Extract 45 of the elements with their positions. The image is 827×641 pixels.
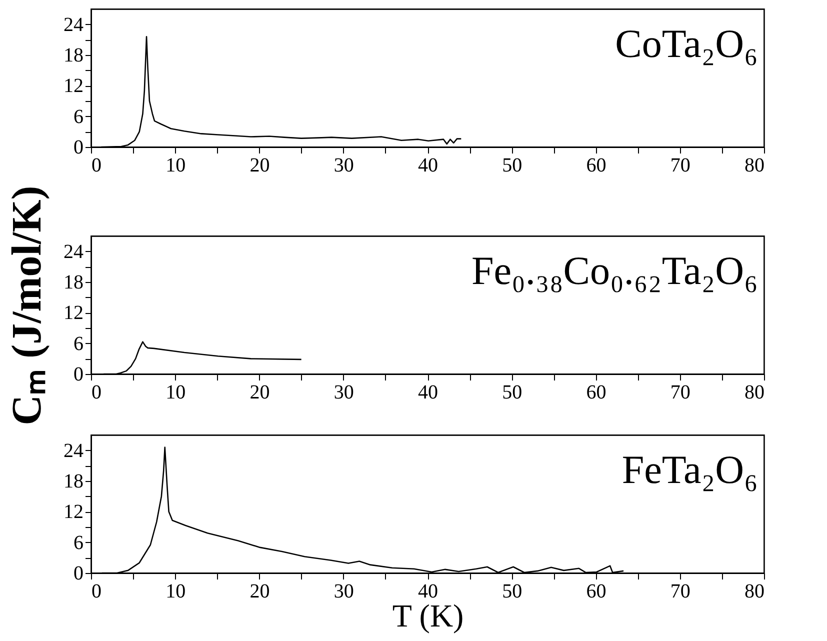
x-tick-label: 10 bbox=[166, 154, 186, 176]
x-tick-label: 20 bbox=[250, 382, 270, 404]
y-tick-label: 18 bbox=[64, 272, 84, 294]
x-tick-label: 40 bbox=[418, 154, 438, 176]
x-tick-label: 60 bbox=[586, 154, 606, 176]
annotation: CoTa₂O₆ bbox=[615, 21, 758, 66]
x-tick-label: 30 bbox=[334, 382, 354, 404]
x-tick-label: 0 bbox=[92, 154, 102, 176]
y-tick-label: 12 bbox=[64, 302, 84, 324]
x-tick-label: 40 bbox=[418, 382, 438, 404]
y-tick-label: 24 bbox=[64, 440, 84, 462]
x-tick-label: 60 bbox=[586, 382, 606, 404]
y-tick-label: 0 bbox=[74, 562, 84, 584]
x-tick-label: 0 bbox=[92, 382, 102, 404]
annotation: FeTa₂O₆ bbox=[622, 447, 758, 492]
x-tick-label: 0 bbox=[92, 580, 102, 602]
x-tick-label: 50 bbox=[502, 154, 522, 176]
y-tick-label: 12 bbox=[64, 75, 84, 98]
y-tick-label: 24 bbox=[64, 14, 84, 36]
x-tick-label: 80 bbox=[744, 382, 764, 404]
x-tick-label: 70 bbox=[670, 382, 690, 404]
y-tick-label: 0 bbox=[74, 136, 84, 158]
y-tick-label: 18 bbox=[64, 470, 84, 492]
x-tick-label: 80 bbox=[744, 154, 764, 176]
x-tick-label: 30 bbox=[334, 154, 354, 176]
y-tick-label: 6 bbox=[74, 106, 84, 128]
y-tick-label: 12 bbox=[64, 501, 84, 524]
y-tick-label: 6 bbox=[74, 532, 84, 554]
y-tick-label: 0 bbox=[74, 364, 84, 386]
x-tick-label: 70 bbox=[670, 154, 690, 176]
x-tick-label: 60 bbox=[586, 580, 606, 602]
y-tick-label: 24 bbox=[64, 240, 84, 263]
y-axis-title: Cₘ (J/mol/K) bbox=[4, 186, 50, 426]
x-tick-label: 30 bbox=[334, 580, 354, 602]
x-tick-label: 80 bbox=[744, 580, 764, 602]
x-tick-label: 10 bbox=[166, 580, 186, 602]
y-tick-label: 18 bbox=[64, 44, 84, 66]
x-tick-label: 10 bbox=[166, 382, 186, 404]
x-tick-label: 70 bbox=[670, 580, 690, 602]
y-tick-label: 6 bbox=[74, 332, 84, 355]
x-tick-label: 20 bbox=[250, 580, 270, 602]
annotation: Fe₀.₃₈Co₀.₆₂Ta₂O₆ bbox=[471, 248, 758, 293]
x-tick-label: 20 bbox=[250, 154, 270, 176]
x-tick-label: 50 bbox=[502, 382, 522, 404]
x-tick-label: 50 bbox=[502, 580, 522, 602]
